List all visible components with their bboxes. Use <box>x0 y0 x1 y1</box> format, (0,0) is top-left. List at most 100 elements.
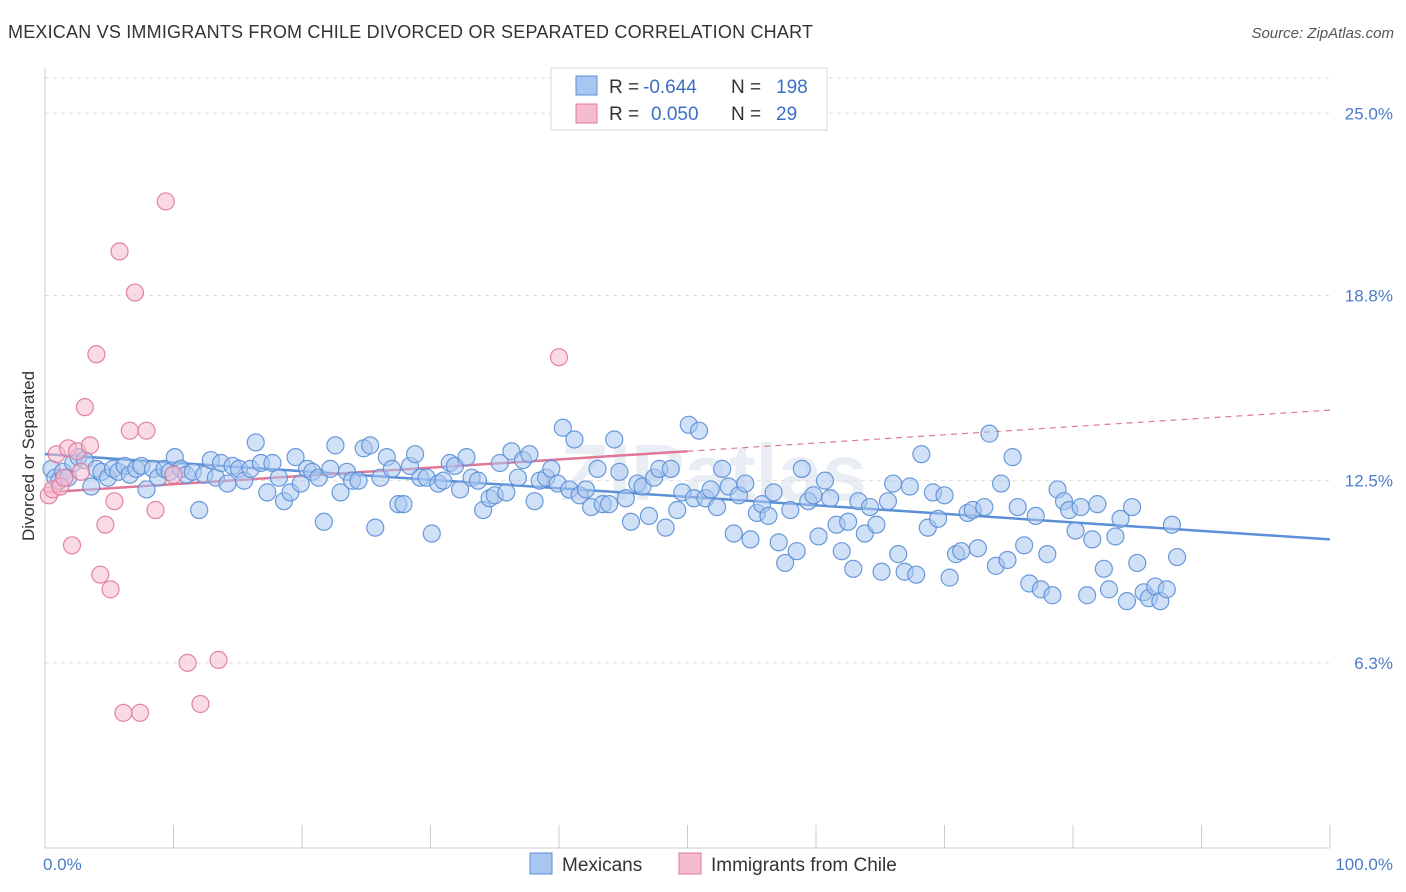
point-mexicans <box>809 527 828 546</box>
series-legend-swatch-mexicans <box>529 852 553 875</box>
point-mexicans <box>1162 515 1182 534</box>
point-mexicans <box>707 497 727 517</box>
point-mexicans <box>1117 592 1137 611</box>
point-mexicans <box>787 542 806 561</box>
point-mexicans <box>314 512 333 531</box>
point-mexicans <box>1088 495 1107 514</box>
point-chile <box>549 348 569 367</box>
point-mexicans <box>1099 580 1119 599</box>
point-mexicans <box>621 512 641 531</box>
point-mexicans <box>991 474 1011 493</box>
point-mexicans <box>804 486 823 505</box>
point-mexicans <box>565 430 584 449</box>
y-tick-label: 12.5% <box>1345 472 1393 491</box>
point-mexicans <box>781 500 800 520</box>
point-mexicans <box>724 524 743 543</box>
point-chile <box>146 500 165 520</box>
trend-line-chile-extension <box>687 409 1331 452</box>
point-mexicans <box>900 477 919 496</box>
legend-swatch-mexicans <box>575 75 598 96</box>
point-mexicans <box>82 477 101 496</box>
point-chile <box>91 565 110 584</box>
point-mexicans <box>736 474 755 493</box>
point-chile <box>114 703 133 722</box>
point-mexicans <box>137 480 156 499</box>
legend-n-label-chile: N = <box>731 104 761 125</box>
point-mexicans <box>610 462 629 481</box>
point-mexicans <box>860 497 880 517</box>
y-axis-label: Divorced or Separated <box>19 371 38 541</box>
y-tick-label: 25.0% <box>1345 104 1393 123</box>
point-mexicans <box>776 553 795 573</box>
point-mexicans <box>600 495 619 514</box>
point-mexicans <box>867 515 886 534</box>
point-mexicans <box>928 509 948 528</box>
point-mexicans <box>764 483 783 502</box>
point-chile <box>87 345 106 364</box>
point-mexicans <box>1066 521 1085 540</box>
point-mexicans <box>1043 586 1062 605</box>
point-chile <box>130 703 150 722</box>
legend-swatch-chile <box>575 103 598 124</box>
point-chile <box>137 421 156 440</box>
point-mexicans <box>331 483 350 502</box>
point-mexicans <box>258 483 277 502</box>
point-mexicans <box>815 471 835 490</box>
point-mexicans <box>605 430 624 449</box>
point-mexicans <box>457 448 476 467</box>
point-chile <box>101 580 120 599</box>
point-chile <box>125 283 145 302</box>
point-mexicans <box>952 542 971 561</box>
point-mexicans <box>759 506 778 526</box>
series-legend: Mexicans Immigrants from Chile <box>529 852 897 876</box>
point-mexicans <box>975 497 994 517</box>
point-mexicans <box>839 512 858 531</box>
point-chile <box>71 462 91 481</box>
legend-n-label-mexicans: N = <box>731 77 761 98</box>
point-chile <box>191 694 210 714</box>
point-mexicans <box>935 486 954 505</box>
y-tick-labels: 25.0% 18.8% 12.5% 6.3% <box>1345 104 1393 673</box>
point-mexicans <box>269 468 288 487</box>
point-chile <box>110 242 129 261</box>
legend-r-value-chile: 0.050 <box>651 104 699 125</box>
point-chile <box>80 436 100 455</box>
point-mexicans <box>382 459 402 478</box>
point-mexicans <box>490 453 509 473</box>
point-mexicans <box>883 474 903 493</box>
point-mexicans <box>468 471 488 490</box>
point-mexicans <box>1128 553 1147 573</box>
point-mexicans <box>1123 497 1142 517</box>
legend-r-label-mexicans: R = <box>609 77 639 98</box>
x-tick-label-min: 0.0% <box>43 855 82 874</box>
point-mexicans <box>668 500 687 520</box>
point-mexicans <box>576 480 596 499</box>
legend-r-label-chile: R = <box>609 104 639 125</box>
point-mexicans <box>689 421 709 440</box>
legend-n-value-chile: 29 <box>776 104 797 125</box>
point-chile <box>120 421 139 440</box>
point-mexicans <box>1167 547 1187 567</box>
point-mexicans <box>525 492 544 511</box>
point-mexicans <box>661 459 680 478</box>
point-mexicans <box>246 433 265 452</box>
point-mexicans <box>656 518 675 537</box>
legend-r-value-mexicans: -0.644 <box>643 77 697 98</box>
point-mexicans <box>520 445 539 464</box>
point-mexicans <box>968 539 988 558</box>
x-axis: 0.0% 100.0% <box>43 68 1393 874</box>
point-chile <box>62 536 82 555</box>
point-mexicans <box>286 448 305 467</box>
point-mexicans <box>940 568 959 587</box>
point-chile <box>75 398 94 417</box>
point-mexicans <box>701 480 720 499</box>
series-legend-label-mexicans: Mexicans <box>562 855 642 876</box>
point-mexicans <box>1015 536 1034 555</box>
series-legend-swatch-chile <box>678 852 702 875</box>
point-mexicans <box>741 530 760 549</box>
point-mexicans <box>889 545 908 564</box>
point-mexicans <box>912 445 931 464</box>
point-mexicans <box>769 533 788 552</box>
point-mexicans <box>1071 497 1090 517</box>
